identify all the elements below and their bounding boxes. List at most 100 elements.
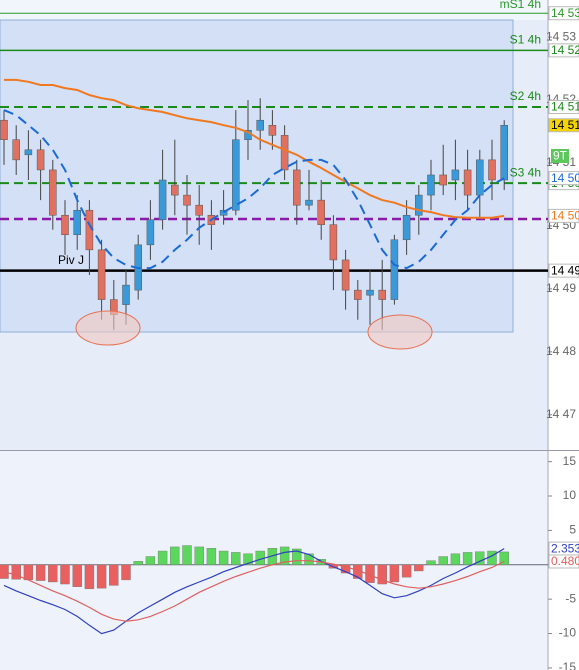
y-tick-label: -15 xyxy=(559,660,577,670)
histogram-bar xyxy=(426,560,436,565)
histogram-bar xyxy=(401,564,412,578)
value-box-label: 2.353 xyxy=(551,541,579,555)
candle-body xyxy=(500,124,508,181)
value-box xyxy=(548,118,579,133)
value-box-label: 14 52 xyxy=(551,43,579,57)
highlight-circle xyxy=(367,314,433,350)
histogram-bar xyxy=(170,546,180,565)
value-box xyxy=(548,43,579,58)
candle-body xyxy=(427,174,435,196)
value-box xyxy=(548,208,579,223)
moving-average xyxy=(4,78,505,219)
candle-body xyxy=(158,179,167,220)
candle-body xyxy=(341,259,350,291)
candle-body xyxy=(0,119,8,140)
candle-body xyxy=(488,159,496,181)
y-tick-label: 14 49 xyxy=(546,281,576,295)
histogram-bar xyxy=(414,564,424,572)
histogram-bar xyxy=(377,564,387,585)
histogram-bar xyxy=(279,546,290,565)
histogram-bar xyxy=(133,561,143,565)
value-box-label: 14 51 xyxy=(551,100,579,114)
histogram-bar xyxy=(96,564,107,589)
candle-body xyxy=(73,209,81,236)
histogram-bar xyxy=(475,551,485,565)
range-box xyxy=(0,19,514,333)
candle-body xyxy=(390,239,399,300)
candle-body xyxy=(12,139,20,161)
value-box-label: 0.480 xyxy=(551,554,579,568)
candle-body xyxy=(463,169,472,196)
candle-body xyxy=(476,159,484,196)
level-label: mS1 4h xyxy=(500,0,541,11)
y-tick-label: 14 48 xyxy=(546,344,576,358)
candle-body xyxy=(256,119,264,131)
histogram-bar xyxy=(194,546,204,565)
y-tick-label: -10 xyxy=(559,626,577,640)
histogram-bar xyxy=(182,545,192,565)
highlight-circle xyxy=(75,310,141,346)
candle-body xyxy=(329,224,338,261)
y-tick-label: 10 xyxy=(563,488,577,502)
value-box xyxy=(548,263,579,278)
histogram-bar xyxy=(218,550,229,565)
candle-body xyxy=(305,199,313,206)
candle-body xyxy=(146,219,155,246)
candle-body xyxy=(195,204,203,216)
histogram-bar xyxy=(499,551,509,565)
candle-body xyxy=(402,214,411,241)
candle-body xyxy=(49,169,57,216)
candle-body xyxy=(451,169,460,181)
y-tick-label: 14 47 xyxy=(546,407,576,421)
candle-body xyxy=(36,149,45,171)
y-tick-label: 14 53 xyxy=(546,29,576,43)
candle-body xyxy=(378,289,386,300)
candle-body xyxy=(61,214,69,236)
histogram-bar xyxy=(231,552,241,565)
candle-body xyxy=(268,124,277,136)
badge-bg xyxy=(551,149,569,163)
histogram-bar xyxy=(60,564,70,585)
level-label: S2 4h xyxy=(510,89,541,103)
candle-body xyxy=(317,199,325,225)
value-box-label: 14 50 xyxy=(551,171,579,185)
candle-body xyxy=(97,249,106,300)
histogram-bar xyxy=(292,548,302,565)
candle-body xyxy=(293,169,301,206)
histogram-bar xyxy=(48,564,58,583)
moving-average xyxy=(3,109,505,270)
histogram-bar xyxy=(11,564,21,580)
histogram-bar xyxy=(206,548,217,565)
histogram-bar xyxy=(121,564,131,581)
histogram-bar xyxy=(389,564,400,583)
value-box-label: 14 51 xyxy=(551,118,579,132)
histogram-bar xyxy=(23,564,34,581)
value-box xyxy=(548,171,579,186)
value-box-label: 14 49 xyxy=(551,263,579,277)
indicator-line xyxy=(3,560,505,622)
histogram-bar xyxy=(145,556,156,565)
value-box xyxy=(548,99,579,114)
y-tick-label: 5 xyxy=(569,523,576,537)
histogram-bar xyxy=(340,564,351,574)
candle-body xyxy=(354,289,362,300)
candle-body xyxy=(183,194,191,206)
candle-body xyxy=(280,135,289,171)
candle-body xyxy=(415,194,423,216)
level-label: Piv J xyxy=(58,253,84,267)
y-tick-label: -5 xyxy=(565,591,576,605)
y-tick-label: 15 xyxy=(563,454,577,468)
candle-body xyxy=(171,184,179,196)
value-box xyxy=(548,554,579,569)
histogram-bar xyxy=(304,553,314,565)
histogram-bar xyxy=(157,550,168,565)
value-box xyxy=(548,6,579,21)
level-label: S3 4h xyxy=(510,165,541,179)
candle-body xyxy=(439,174,447,186)
candle-body xyxy=(366,289,374,296)
candle-body xyxy=(122,284,130,305)
histogram-bar xyxy=(450,553,461,565)
value-box-label: 14 53 xyxy=(551,6,579,20)
